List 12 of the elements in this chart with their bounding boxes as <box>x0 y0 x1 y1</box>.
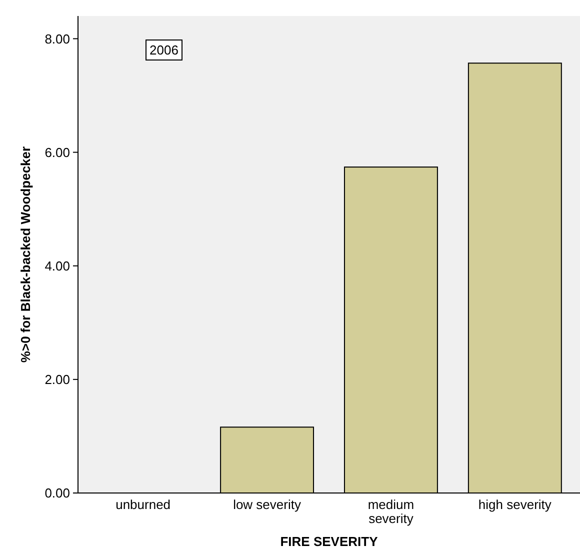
y-tick-label: 6.00 <box>44 144 70 160</box>
y-tick-label: 8.00 <box>44 31 70 46</box>
x-tick-label: high severity <box>478 497 552 512</box>
x-axis-title: FIRE SEVERITY <box>280 534 378 549</box>
x-tick-label: unburned <box>116 497 171 512</box>
y-tick-label: 4.00 <box>44 258 70 274</box>
y-axis-title: %>0 for Black-backed Woodpecker <box>18 146 33 363</box>
annotation: 2006 <box>150 42 178 58</box>
x-tick-label: low severity <box>233 497 302 512</box>
x-tick-label: medium severity <box>368 497 414 526</box>
y-tick-label: 2.00 <box>44 372 70 387</box>
y-tick-label: 0.00 <box>44 486 70 501</box>
